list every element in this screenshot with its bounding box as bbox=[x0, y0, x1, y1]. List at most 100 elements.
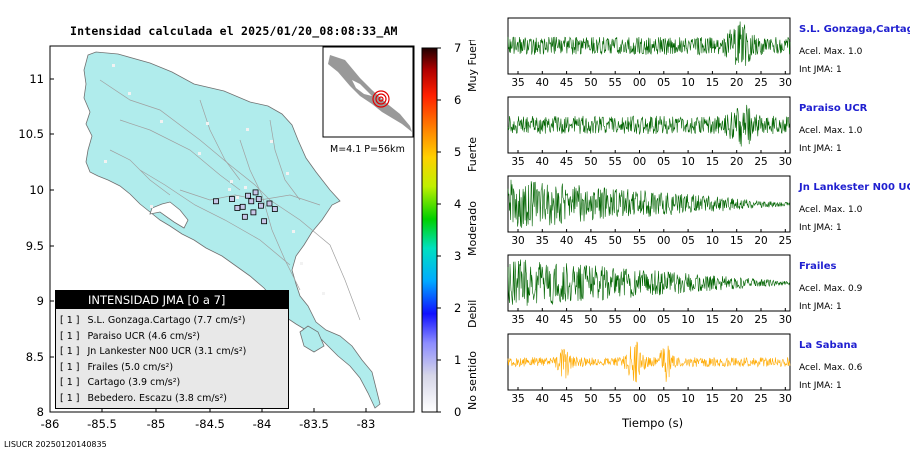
colorbar-label: Debil bbox=[466, 300, 479, 328]
lon-tick-label: -84.5 bbox=[195, 417, 225, 431]
time-tick-label: 25 bbox=[779, 235, 792, 247]
station-name: Frailes bbox=[799, 261, 837, 272]
time-tick-label: 15 bbox=[706, 393, 719, 405]
legend-header: INTENSIDAD JMA [0 a 7] bbox=[56, 291, 288, 309]
station-marker bbox=[261, 218, 268, 225]
lat-tick-labels: 11 10.5 10 9.5 9 8.5 8 bbox=[18, 72, 54, 419]
time-tick-label: 35 bbox=[511, 393, 524, 405]
legend-item-level: [ 1 ] bbox=[60, 330, 80, 342]
time-tick-label: 45 bbox=[584, 235, 597, 247]
lon-tick-label: -83.5 bbox=[299, 417, 329, 431]
colorbar-tick: 7 bbox=[454, 41, 461, 55]
legend-item-level: [ 1 ] bbox=[60, 346, 80, 357]
colorbar-label: Moderado bbox=[466, 201, 479, 256]
station-marker bbox=[258, 202, 264, 209]
lat-tick-label: 10.5 bbox=[18, 127, 44, 141]
station-marker bbox=[255, 196, 262, 202]
epicenter-target-icon bbox=[372, 90, 390, 108]
lon-tick-labels: -86 -85.5 -85 -84.5 -84 -83.5 -83 bbox=[41, 408, 375, 431]
legend-item-level: [ 1 ] bbox=[60, 315, 80, 326]
time-tick-label: 45 bbox=[560, 77, 573, 89]
time-tick-label: 55 bbox=[609, 314, 622, 326]
time-tick-label: 10 bbox=[681, 393, 694, 405]
time-tick-label: 45 bbox=[560, 314, 573, 326]
legend-item-level: [ 1 ] bbox=[60, 392, 80, 404]
inset-land bbox=[328, 55, 412, 132]
time-tick-label: 20 bbox=[730, 393, 743, 405]
station-accel-max: Acel. Max. 1.0 bbox=[799, 126, 863, 136]
time-tick-label: 05 bbox=[681, 235, 694, 247]
time-tick-label: 50 bbox=[584, 393, 597, 405]
seismogram-panel: 35 40 45 50 55 00 05 10 15 20 25 30 bbox=[507, 333, 792, 405]
colorbar-tick: 0 bbox=[454, 405, 461, 419]
station-accel-max: Acel. Max. 1.0 bbox=[799, 47, 863, 57]
colorbar-label: Muy Fuerte bbox=[466, 40, 479, 92]
gulf-of-nicoya bbox=[149, 201, 189, 229]
time-tick-label: 35 bbox=[511, 156, 524, 168]
time-tick-label: 55 bbox=[633, 235, 646, 247]
waveform-trace bbox=[507, 21, 791, 66]
time-tick-label: 05 bbox=[657, 393, 670, 405]
station-name: Paraiso UCR bbox=[799, 103, 868, 114]
map-title: Intensidad calculada el 2025/01/20_08:08… bbox=[70, 24, 398, 38]
station-jma-intensity: Int JMA: 1 bbox=[799, 381, 842, 391]
time-tick-label: 05 bbox=[657, 314, 670, 326]
time-tick-label: 00 bbox=[633, 393, 646, 405]
time-tick-label: 40 bbox=[536, 314, 549, 326]
colorbar-tick: 6 bbox=[454, 93, 461, 107]
lon-tick-label: -85 bbox=[147, 417, 166, 431]
station-accel-max: Acel. Max. 1.0 bbox=[799, 205, 863, 215]
seismogram-panel: 35 40 45 50 55 00 05 10 15 20 25 30 bbox=[507, 96, 792, 168]
osa-peninsula bbox=[299, 325, 325, 353]
time-tick-label: 10 bbox=[706, 235, 719, 247]
time-tick-label: 40 bbox=[560, 235, 573, 247]
legend-item-label: Bebedero. Escazu (3.8 cm/s²) bbox=[87, 392, 228, 404]
lon-tick-label: -84 bbox=[253, 417, 272, 431]
time-tick-label: 35 bbox=[511, 314, 524, 326]
station-jma-intensity: Int JMA: 1 bbox=[799, 144, 842, 154]
station-marker bbox=[252, 189, 259, 196]
time-tick-label: 25 bbox=[754, 314, 767, 326]
time-tick-label: 20 bbox=[754, 235, 767, 247]
station-jma-intensity: Int JMA: 1 bbox=[799, 302, 842, 312]
waveform-trace bbox=[507, 341, 791, 383]
time-tick-label: 25 bbox=[754, 156, 767, 168]
legend-item-label: S.L. Gonzaga.Cartago (7.7 cm/s²) bbox=[87, 315, 246, 326]
station-name: La Sabana bbox=[799, 340, 858, 351]
seismogram-panel: 35 40 45 50 55 00 05 10 15 20 25 30 bbox=[507, 17, 792, 89]
intensity-colorbar: 0 1 2 3 4 5 6 7 No sentido Debil Moderado Fuerte Mu… bbox=[421, 40, 479, 419]
legend-items: [ 1 ] S.L. Gonzaga.Cartago (7.7 cm/s²)[ 1… bbox=[56, 309, 288, 406]
time-tick-label: 50 bbox=[584, 314, 597, 326]
time-tick-label: 35 bbox=[511, 77, 524, 89]
colorbar-tick: 2 bbox=[454, 301, 461, 315]
station-accel-max: Acel. Max. 0.9 bbox=[799, 284, 863, 294]
lat-tick-label: 8.5 bbox=[26, 350, 44, 364]
station-marker bbox=[229, 196, 235, 202]
station-marker bbox=[266, 200, 273, 207]
lat-tick-label: 11 bbox=[29, 72, 44, 86]
time-tick-label: 55 bbox=[609, 156, 622, 168]
station-markers bbox=[213, 189, 278, 225]
time-tick-label: 50 bbox=[584, 77, 597, 89]
time-tick-label: 55 bbox=[609, 393, 622, 405]
station-name: S.L. Gonzaga,Cartago bbox=[799, 24, 910, 35]
station-marker bbox=[241, 213, 248, 220]
time-tick-label: 00 bbox=[633, 314, 646, 326]
time-tick-label: 15 bbox=[730, 235, 743, 247]
inset-label: M=4.1 P=56km bbox=[330, 144, 405, 155]
time-tick-label: 00 bbox=[633, 156, 646, 168]
lon-tick-label: -85.5 bbox=[87, 417, 117, 431]
colorbar-tick: 1 bbox=[454, 353, 461, 367]
footer-id: LISUCR 20250120140835 bbox=[4, 440, 107, 449]
station-legend: INTENSIDAD JMA [0 a 7] [ 1 ] S.L. Gonzaga… bbox=[55, 290, 289, 409]
time-tick-label: 25 bbox=[754, 393, 767, 405]
legend-item-label: Frailes (5.0 cm/s²) bbox=[87, 361, 174, 373]
station-jma-intensity: Int JMA: 1 bbox=[799, 65, 842, 75]
legend-item: [ 1 ] S.L. Gonzaga.Cartago (7.7 cm/s²) bbox=[60, 313, 288, 329]
legend-item-level: [ 1 ] bbox=[60, 377, 80, 388]
time-tick-label: 15 bbox=[706, 314, 719, 326]
lat-tick-label: 8 bbox=[37, 405, 44, 419]
time-tick-label: 50 bbox=[584, 156, 597, 168]
time-tick-label: 55 bbox=[609, 77, 622, 89]
